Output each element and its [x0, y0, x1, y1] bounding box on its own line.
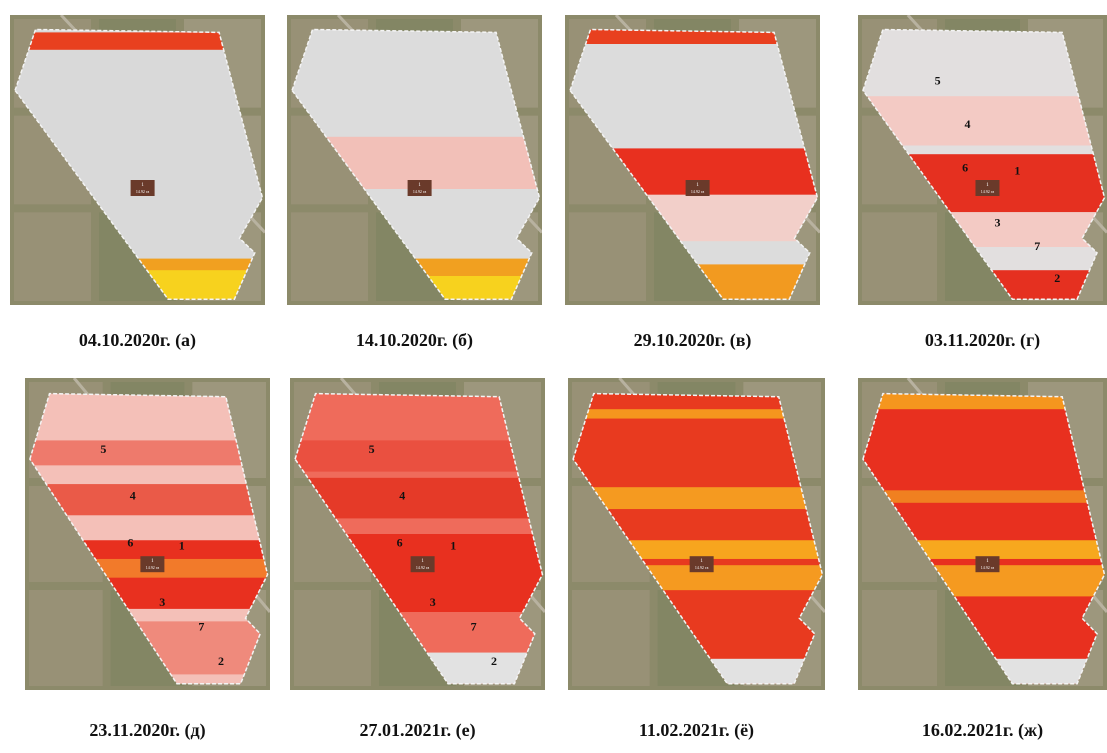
- satellite-plot: [14, 212, 91, 301]
- satellite-plot: [29, 590, 103, 686]
- zone-label: 6: [127, 535, 133, 549]
- zone-label: 4: [399, 489, 405, 503]
- map-panel: 114.92 га: [10, 15, 265, 305]
- field-badge-area: 14.92 га: [413, 189, 427, 194]
- zone-label: 1: [1014, 164, 1020, 178]
- field-badge-area: 14.92 га: [416, 565, 430, 570]
- satellite-plot: [862, 590, 937, 686]
- field-zone-band: [858, 490, 1107, 502]
- map-panel: 114.92 га: [568, 378, 825, 690]
- panel-caption: 16.02.2021г. (ж): [853, 720, 1107, 741]
- panel-caption: 14.10.2020г. (б): [285, 330, 545, 351]
- panel-caption: 03.11.2020г. (г): [853, 330, 1107, 351]
- zone-label: 7: [471, 620, 477, 634]
- field-badge-area: 14.92 га: [981, 189, 995, 194]
- zone-label: 5: [100, 442, 106, 456]
- field-zone-band: [25, 440, 270, 465]
- satellite-plot: [291, 212, 368, 301]
- zone-label: 4: [130, 489, 136, 503]
- map-panel: 114.92 га: [565, 15, 820, 305]
- field-badge-area: 14.92 га: [136, 189, 150, 194]
- field-zone-band: [568, 487, 825, 509]
- satellite-plot: [294, 590, 371, 686]
- zone-label: 7: [198, 620, 204, 634]
- zone-label: 4: [965, 117, 971, 131]
- panel-caption: 23.11.2020г. (д): [18, 720, 278, 741]
- zone-label: 5: [369, 442, 375, 456]
- page: 114.92 га04.10.2020г. (а)114.92 га14.10.…: [0, 0, 1107, 753]
- satellite-plot: [572, 590, 650, 686]
- map-panel: 114.92 га: [287, 15, 542, 305]
- zone-label: 1: [179, 539, 185, 553]
- zone-label: 2: [218, 654, 224, 668]
- zone-label: 7: [1034, 239, 1040, 253]
- map-panel: 114.92 га: [858, 378, 1107, 690]
- zone-label: 2: [1054, 271, 1060, 285]
- field-badge-area: 14.92 га: [146, 565, 160, 570]
- field-badge-area: 14.92 га: [691, 189, 705, 194]
- field-badge-area: 14.92 га: [981, 565, 995, 570]
- panel-caption: 11.02.2021г. (ё): [567, 720, 827, 741]
- panel-caption: 27.01.2021г. (е): [288, 720, 548, 741]
- zone-label: 1: [450, 539, 456, 553]
- zone-label: 6: [962, 161, 968, 175]
- zone-label: 3: [159, 595, 165, 609]
- zone-label: 6: [397, 535, 403, 549]
- zone-label: 3: [994, 216, 1000, 230]
- zone-label: 5: [935, 74, 941, 88]
- panel-caption: 04.10.2020г. (а): [8, 330, 268, 351]
- zone-label: 2: [491, 654, 497, 668]
- zone-label: 3: [430, 595, 436, 609]
- field-badge-area: 14.92 га: [695, 565, 709, 570]
- satellite-plot: [862, 212, 937, 301]
- field-zone-band: [290, 440, 545, 471]
- panel-caption: 29.10.2020г. (в): [563, 330, 823, 351]
- satellite-plot: [569, 212, 646, 301]
